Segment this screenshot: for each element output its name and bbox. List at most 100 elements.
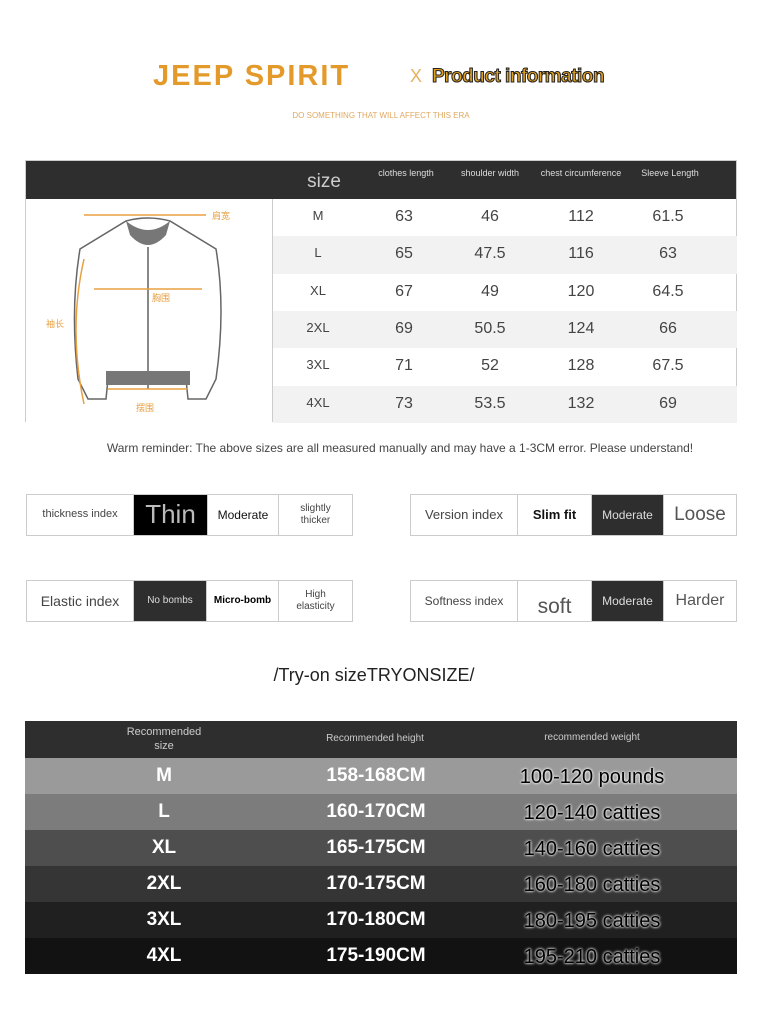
size-table: size clothes length shoulder width chest… [25,160,737,423]
size-cell: 64.5 [652,282,684,300]
option-loose: Loose [674,503,726,525]
tryon-weight: 180-195 catties [523,910,661,932]
thickness-index: thickness index Thin Moderate slightly t… [26,494,353,536]
tryon-height: 160-170CM [326,801,426,822]
softness-index: Softness index soft Moderate Harder [410,580,737,622]
size-cell: 67.5 [652,357,684,375]
brand-logo: JEEP SPIRIT [153,60,351,92]
size-cell: 46 [481,208,499,225]
tryon-size: 3XL [146,909,182,930]
size-cell: 63 [659,245,677,263]
size-cell: 71 [395,357,413,375]
tryon-table: Recommended size Recommended height reco… [25,721,737,981]
tryon-size: 4XL [146,945,182,966]
header-chest: chest circumference [540,168,622,178]
header-shoulder-width: shoulder width [460,168,520,178]
size-cell: 128 [567,357,595,375]
header-size: size [307,171,341,192]
tryon-size: M [156,765,172,786]
option-no-bombs: No bombs [134,581,207,621]
header-recommended-weight: recommended weight [544,732,640,743]
elastic-label: Elastic index [27,581,134,621]
sleeve-label: 袖长 [46,318,64,329]
shoulder-label: 肩宽 [212,210,230,221]
tryon-weight: 120-140 catties [523,802,661,824]
size-cell: 120 [567,282,595,300]
tryon-row: 3XL 170-180CM 180-195 catties [25,902,737,938]
tryon-size: XL [151,837,177,858]
size-cell: 2XL [306,319,330,335]
tryon-row: 2XL 170-175CM 160-180 catties [25,866,737,902]
jacket-icon: 肩宽 胸围 袖长 摆围 [46,210,230,413]
size-cell: L [314,245,322,261]
size-row: XL 67 49 120 64.5 [273,274,737,311]
size-cell: 116 [568,245,594,263]
tryon-height: 170-180CM [326,909,426,930]
version-label: Version index [411,495,518,535]
elastic-index: Elastic index No bombs Micro-bomb High e… [26,580,353,622]
header-clothes-length: clothes length [378,168,434,178]
option-moderate: Moderate [592,495,664,535]
separator: X [410,66,423,86]
warm-reminder: Warm reminder: The above sizes are all m… [106,441,694,455]
size-cell: 132 [567,394,595,412]
size-cell: 50.5 [474,319,506,337]
option-thin: Thin [134,495,208,535]
option-soft: soft [518,581,592,621]
tryon-size: L [158,801,170,822]
tryon-weight: 195-210 catties [523,946,661,968]
size-row: M 63 46 112 61.5 [273,199,737,236]
tryon-title: /Try-on sizeTRYONSIZE/ [273,665,475,685]
tryon-height: 165-175CM [326,837,426,858]
tryon-height: 158-168CM [326,765,426,786]
slogan: DO SOMETHING THAT WILL AFFECT THIS ERA [292,111,470,120]
size-cell: M [312,208,324,223]
size-cell: 73 [395,394,413,412]
tryon-row: L 160-170CM 120-140 catties [25,794,737,830]
version-index: Version index Slim fit Moderate Loose [410,494,737,536]
tryon-weight: 140-160 catties [523,838,661,860]
page-title: Product information [431,66,605,88]
size-cell: 49 [481,282,499,300]
tryon-row: 4XL 175-190CM 195-210 catties [25,938,737,974]
size-cell: 112 [568,208,594,225]
option-high-elasticity: High elasticity [296,589,335,612]
size-cell: 3XL [306,357,330,373]
jacket-diagram: 肩宽 胸围 袖长 摆围 [26,199,273,422]
thickness-label: thickness index [27,495,134,535]
tryon-weight: 100-120 pounds [519,766,665,788]
size-cell: 69 [395,319,413,337]
header-sleeve: Sleeve Length [641,168,699,178]
size-cell: 66 [659,319,677,337]
size-cell: 47.5 [474,245,506,263]
size-cell: 63 [395,208,413,225]
option-slim-fit: Slim fit [518,495,592,535]
size-cell: 61.5 [652,208,684,225]
size-row: 3XL 71 52 128 67.5 [273,348,737,385]
option-micro-bomb: Micro-bomb [207,581,279,621]
size-cell: 4XL [306,394,330,410]
option-slightly-thicker: slightly thicker [300,503,331,526]
size-row: L 65 47.5 116 63 [273,236,737,274]
size-cell: 53.5 [474,394,506,412]
softness-label: Softness index [411,581,518,621]
header-recommended-size: Recommended size [126,726,202,752]
tryon-header: Recommended size Recommended height reco… [25,721,737,758]
size-cell: XL [310,282,326,298]
size-cell: 69 [659,394,677,412]
size-cell: 52 [481,357,499,375]
hem-label: 摆围 [136,402,154,413]
size-table-header: size clothes length shoulder width chest… [26,161,736,199]
chest-label: 胸围 [152,292,170,303]
size-cell: 65 [395,245,413,263]
size-row: 2XL 69 50.5 124 66 [273,310,737,349]
size-cell: 124 [567,319,595,337]
tryon-height: 170-175CM [326,873,426,894]
header-recommended-height: Recommended height [326,733,424,744]
tryon-row: M 158-168CM 100-120 pounds [25,758,737,794]
option-moderate: Moderate [208,495,279,535]
tryon-height: 175-190CM [326,945,426,966]
tryon-weight: 160-180 catties [523,874,661,896]
option-moderate: Moderate [592,581,664,621]
size-row: 4XL 73 53.5 132 69 [273,385,737,423]
